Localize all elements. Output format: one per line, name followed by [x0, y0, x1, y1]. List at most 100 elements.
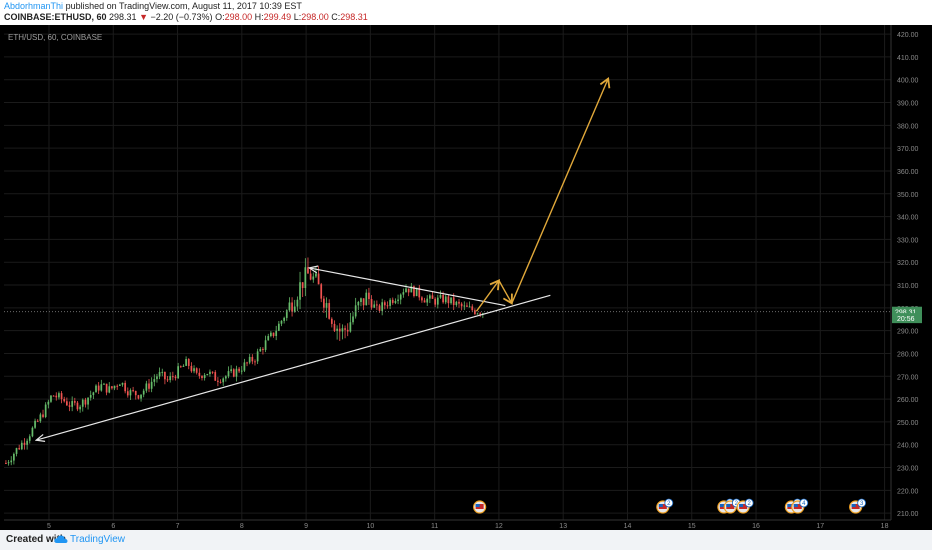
- event-flag-canton: [658, 504, 663, 507]
- time-tick-label: 13: [559, 523, 567, 530]
- last-price-tag: [892, 306, 922, 317]
- candle-body: [142, 390, 145, 395]
- candle-body: [182, 365, 185, 367]
- candle-body: [36, 420, 39, 422]
- candle-body: [153, 379, 156, 382]
- candle-body: [39, 414, 42, 422]
- tradingview-link[interactable]: TradingView: [70, 534, 126, 545]
- candle-body: [111, 386, 113, 389]
- ohlc-line: COINBASE:ETHUSD, 60 298.31 ▼ −2.20 (−0.7…: [4, 12, 368, 23]
- candle-body: [20, 442, 23, 450]
- price-tick-label: 290.00: [897, 329, 919, 336]
- candle-body: [108, 386, 111, 393]
- candle-body: [346, 329, 349, 332]
- candle-body: [299, 282, 301, 300]
- candle-body: [193, 368, 195, 372]
- candle-body: [479, 313, 482, 315]
- candle-body: [381, 302, 384, 311]
- price-tick-label: 400.00: [897, 78, 919, 85]
- candle-body: [275, 330, 278, 337]
- time-tick-label: 8: [240, 523, 244, 530]
- chart-background: [0, 25, 932, 520]
- candle-body: [105, 383, 108, 393]
- candle-body: [15, 448, 18, 454]
- candle-body: [267, 336, 270, 341]
- price-tick-label: 340.00: [897, 215, 919, 222]
- created-with-text: Created with: [6, 534, 67, 545]
- candle-body: [124, 382, 127, 392]
- candle-body: [333, 323, 336, 331]
- price-tick-label: 420.00: [897, 32, 919, 39]
- candle-body: [293, 306, 296, 312]
- last-price: 298.31: [109, 12, 137, 22]
- candle-body: [156, 376, 158, 380]
- low-label: L:: [293, 12, 302, 22]
- candle-body: [129, 390, 132, 396]
- candle-body: [452, 297, 455, 306]
- price-tick-label: 320.00: [897, 260, 919, 267]
- candle-body: [272, 332, 275, 337]
- price-tick-label: 270.00: [897, 374, 919, 381]
- time-tick-label: 10: [366, 523, 374, 530]
- price-tick-label: 280.00: [897, 351, 919, 358]
- candle-body: [270, 332, 272, 337]
- candle-body: [323, 298, 325, 308]
- candle-body: [378, 305, 381, 311]
- candle-body: [209, 371, 211, 375]
- event-count-label: 4: [802, 501, 806, 507]
- price-tick-label: 350.00: [897, 192, 919, 199]
- candle-body: [66, 401, 68, 406]
- published-text: published on TradingView.com, August 11,…: [65, 1, 302, 11]
- candle-body: [71, 401, 74, 407]
- candle-body: [476, 313, 479, 315]
- candle-body: [418, 287, 421, 298]
- time-axis-background: [0, 520, 932, 530]
- candle-body: [198, 372, 201, 376]
- candle-body: [217, 380, 219, 382]
- candle-body: [423, 300, 426, 303]
- candle-body: [166, 379, 169, 381]
- candle-body: [195, 368, 198, 373]
- candle-body: [148, 383, 150, 389]
- candle-body: [466, 305, 468, 307]
- event-count-label: 2: [747, 501, 751, 507]
- candle-body: [426, 298, 429, 303]
- candle-body: [206, 374, 209, 376]
- candle-body: [431, 295, 434, 299]
- cloud-logo-icon: [54, 535, 68, 543]
- candle-body: [243, 362, 246, 371]
- candle-body: [50, 395, 52, 402]
- candle-body: [134, 390, 137, 396]
- candle-body: [362, 298, 365, 306]
- candle-body: [428, 295, 431, 299]
- price-chart[interactable]: 210.00 220.00 230.00 240.00 250.00 260.00 270.…: [0, 25, 932, 530]
- candle-body: [58, 393, 60, 398]
- event-flag-canton: [726, 504, 731, 507]
- chart-title: ETH/USD, 60, COINBASE: [8, 33, 102, 42]
- low-value: 298.00: [301, 12, 329, 22]
- candle-body: [113, 385, 116, 389]
- candle-body: [436, 297, 439, 305]
- candle-body: [211, 371, 214, 373]
- author-link[interactable]: AbdorhmanThi: [4, 1, 64, 11]
- candle-body: [60, 393, 63, 400]
- candle-body: [169, 376, 172, 381]
- candle-body: [320, 284, 323, 299]
- candle-body: [256, 351, 259, 362]
- candle-body: [84, 399, 87, 405]
- candle-body: [280, 320, 283, 324]
- candle-body: [386, 305, 389, 307]
- candle-body: [174, 376, 177, 379]
- time-tick-label: 18: [881, 523, 889, 530]
- event-flag-canton: [851, 504, 856, 507]
- candle-body: [447, 296, 450, 304]
- time-tick-label: 6: [111, 523, 115, 530]
- candle-body: [232, 369, 235, 377]
- footer-bar: Created with TradingView: [0, 530, 932, 550]
- time-tick-label: 5: [47, 523, 51, 530]
- chart-header: AbdorhmanThi published on TradingView.co…: [0, 0, 932, 24]
- event-count-badge: [857, 498, 867, 508]
- candle-body: [238, 368, 240, 372]
- event-flag-canton: [787, 504, 792, 507]
- candle-body: [224, 376, 227, 379]
